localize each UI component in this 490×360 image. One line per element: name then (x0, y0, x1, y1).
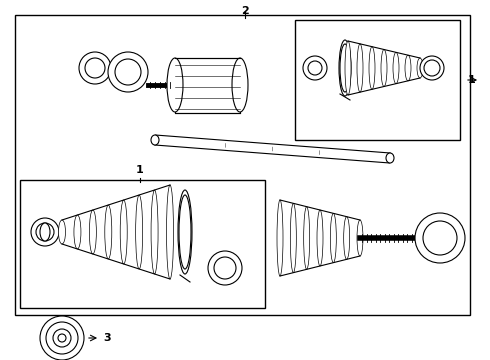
Ellipse shape (36, 223, 54, 241)
Ellipse shape (232, 58, 248, 112)
Text: 1: 1 (468, 75, 476, 85)
Ellipse shape (330, 213, 336, 263)
Ellipse shape (120, 200, 127, 264)
Bar (175, 58, 240, 113)
Bar (295, 20, 460, 140)
Ellipse shape (339, 40, 351, 96)
Ellipse shape (340, 44, 350, 92)
Ellipse shape (40, 223, 50, 241)
Polygon shape (155, 135, 391, 163)
Ellipse shape (386, 153, 394, 163)
Ellipse shape (46, 322, 78, 354)
Ellipse shape (208, 251, 242, 285)
Ellipse shape (405, 55, 411, 81)
Ellipse shape (343, 217, 350, 259)
Ellipse shape (167, 185, 173, 279)
Ellipse shape (85, 58, 105, 78)
Ellipse shape (415, 213, 465, 263)
Ellipse shape (317, 210, 323, 266)
Ellipse shape (58, 220, 66, 244)
Ellipse shape (58, 334, 66, 342)
Ellipse shape (381, 49, 387, 86)
Ellipse shape (151, 190, 158, 274)
Ellipse shape (303, 56, 327, 80)
Ellipse shape (179, 195, 191, 269)
Ellipse shape (105, 205, 112, 259)
Ellipse shape (167, 58, 183, 112)
Ellipse shape (40, 316, 84, 360)
Ellipse shape (53, 329, 71, 347)
Ellipse shape (74, 215, 81, 249)
Ellipse shape (423, 221, 457, 255)
Ellipse shape (357, 220, 363, 256)
Text: 2: 2 (241, 6, 249, 16)
Ellipse shape (31, 218, 59, 246)
Text: 3: 3 (103, 333, 111, 343)
Ellipse shape (79, 52, 111, 84)
Ellipse shape (108, 52, 148, 92)
Ellipse shape (136, 195, 143, 269)
Ellipse shape (369, 47, 375, 89)
Ellipse shape (214, 257, 236, 279)
Ellipse shape (151, 135, 159, 145)
Ellipse shape (420, 56, 444, 80)
Ellipse shape (424, 60, 440, 76)
Ellipse shape (345, 41, 351, 95)
Ellipse shape (393, 52, 399, 84)
Ellipse shape (115, 59, 141, 85)
Ellipse shape (308, 61, 322, 75)
Ellipse shape (357, 44, 363, 92)
Text: 1: 1 (136, 165, 144, 175)
Ellipse shape (291, 203, 296, 273)
Ellipse shape (277, 200, 283, 276)
Ellipse shape (178, 190, 192, 274)
Bar (20, 180, 265, 308)
Bar (15, 15, 470, 315)
Ellipse shape (417, 58, 423, 78)
Ellipse shape (304, 207, 310, 269)
Ellipse shape (89, 210, 97, 254)
